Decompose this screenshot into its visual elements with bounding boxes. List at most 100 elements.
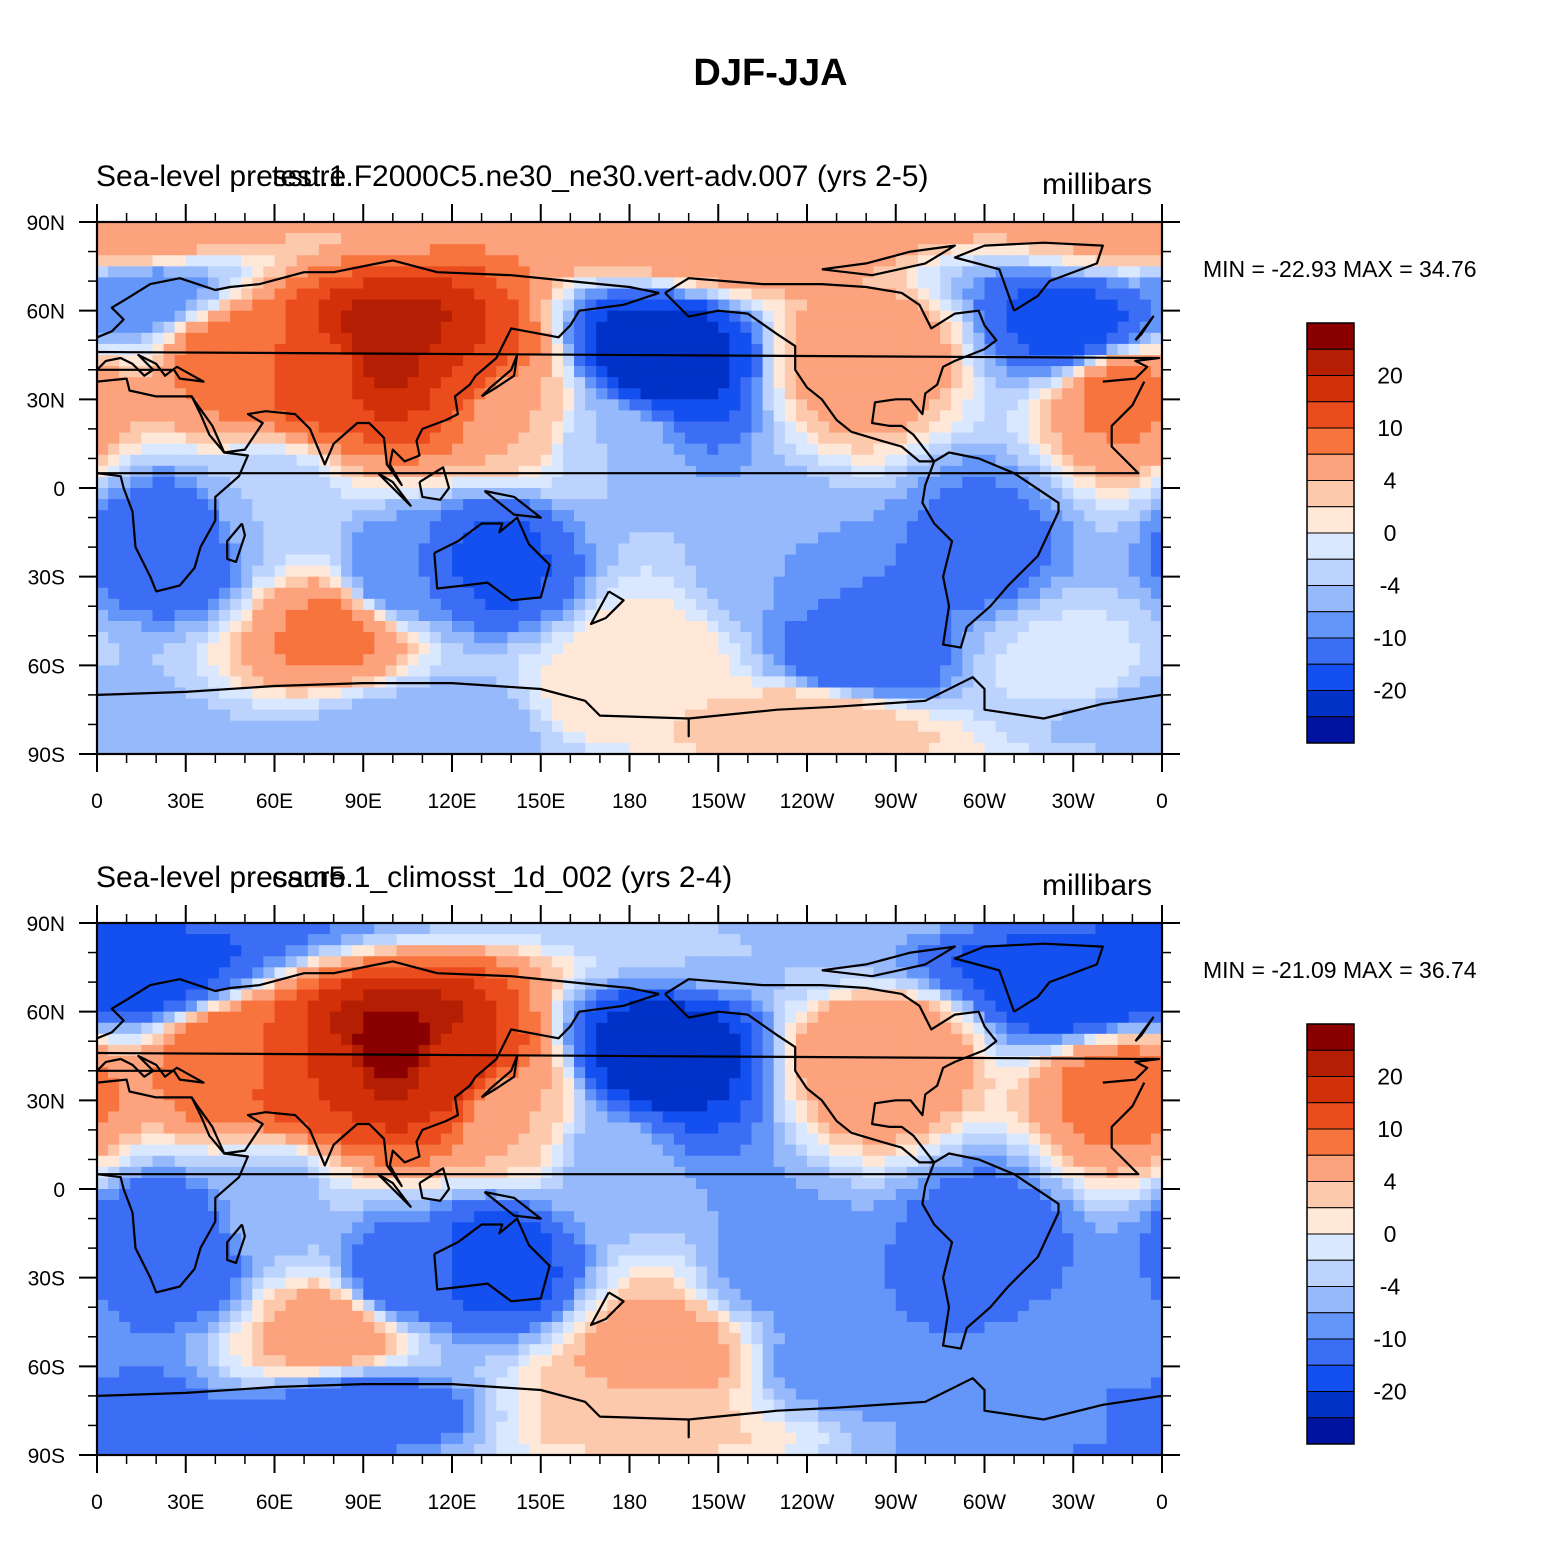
field-cell	[385, 422, 397, 434]
field-cell	[430, 621, 442, 633]
field-cell	[1073, 665, 1085, 677]
field-cell	[452, 643, 464, 655]
field-cell	[685, 499, 697, 511]
field-cell	[962, 643, 974, 655]
field-cell	[630, 676, 642, 688]
field-cell	[474, 732, 486, 744]
field-cell	[441, 710, 453, 722]
field-cell	[164, 532, 176, 544]
field-cell	[796, 444, 808, 456]
field-cell	[230, 632, 242, 644]
field-cell	[962, 333, 974, 345]
field-cell	[1007, 377, 1019, 389]
field-cell	[241, 333, 253, 345]
field-cell	[663, 699, 675, 711]
field-cell	[552, 289, 564, 301]
field-cell	[940, 510, 952, 522]
field-cell	[541, 266, 553, 278]
field-cell	[596, 433, 608, 445]
field-cell	[607, 632, 619, 644]
field-cell	[885, 300, 897, 312]
field-cell	[275, 721, 287, 733]
field-cell	[519, 732, 531, 744]
field-cell	[996, 222, 1008, 234]
field-cell	[630, 665, 642, 677]
field-cell	[630, 543, 642, 555]
field-cell	[618, 455, 630, 467]
field-cell	[308, 610, 320, 622]
field-cell	[164, 255, 176, 267]
field-cell	[862, 688, 874, 700]
field-cell	[352, 322, 364, 334]
field-cell	[130, 322, 142, 334]
field-cell	[175, 477, 187, 489]
field-cell	[541, 743, 553, 755]
field-cell	[496, 422, 508, 434]
field-cell	[397, 333, 409, 345]
field-cell	[663, 433, 675, 445]
field-cell	[541, 433, 553, 445]
field-cell	[374, 699, 386, 711]
field-cell	[718, 355, 730, 367]
field-cell	[108, 665, 120, 677]
field-cell	[441, 289, 453, 301]
field-cell	[252, 632, 264, 644]
field-cell	[430, 410, 442, 422]
field-cell	[685, 477, 697, 489]
field-cell	[308, 532, 320, 544]
field-cell	[618, 699, 630, 711]
field-cell	[363, 455, 375, 467]
field-cell	[1129, 222, 1141, 234]
field-cell	[729, 322, 741, 334]
lon-label: 0	[91, 790, 103, 813]
field-cell	[563, 277, 575, 289]
field-cell	[618, 521, 630, 533]
field-cell	[1062, 410, 1074, 422]
field-cell	[297, 610, 309, 622]
field-cell	[352, 923, 364, 935]
field-cell	[286, 366, 298, 378]
field-cell	[907, 588, 919, 600]
field-cell	[408, 621, 420, 633]
field-cell	[740, 399, 752, 411]
field-cell	[186, 311, 198, 323]
field-cell	[918, 422, 930, 434]
field-cell	[962, 588, 974, 600]
field-cell	[430, 300, 442, 312]
field-cell	[374, 244, 386, 256]
field-cell	[385, 277, 397, 289]
field-cell	[585, 399, 597, 411]
field-cell	[275, 477, 287, 489]
field-cell	[297, 676, 309, 688]
field-cell	[763, 521, 775, 533]
field-cell	[119, 588, 131, 600]
field-cell	[618, 311, 630, 323]
field-cell	[1095, 621, 1107, 633]
lon-label: 180	[612, 790, 647, 813]
field-cell	[152, 555, 164, 567]
field-cell	[1040, 699, 1052, 711]
field-cell	[219, 266, 231, 278]
field-cell	[618, 433, 630, 445]
field-cell	[763, 923, 775, 935]
field-cell	[319, 566, 331, 578]
field-cell	[674, 621, 686, 633]
field-cell	[474, 599, 486, 611]
field-cell	[596, 543, 608, 555]
field-cell	[962, 366, 974, 378]
field-cell	[885, 665, 897, 677]
field-cell	[452, 255, 464, 267]
field-cell	[707, 366, 719, 378]
field-cell	[618, 577, 630, 589]
field-cell	[696, 433, 708, 445]
field-cell	[607, 266, 619, 278]
field-cell	[275, 577, 287, 589]
field-cell	[552, 455, 564, 467]
field-cell	[219, 566, 231, 578]
field-cell	[219, 399, 231, 411]
field-cell	[474, 455, 486, 467]
field-cell	[219, 643, 231, 655]
field-cell	[141, 422, 153, 434]
field-cell	[940, 277, 952, 289]
field-cell	[696, 344, 708, 356]
